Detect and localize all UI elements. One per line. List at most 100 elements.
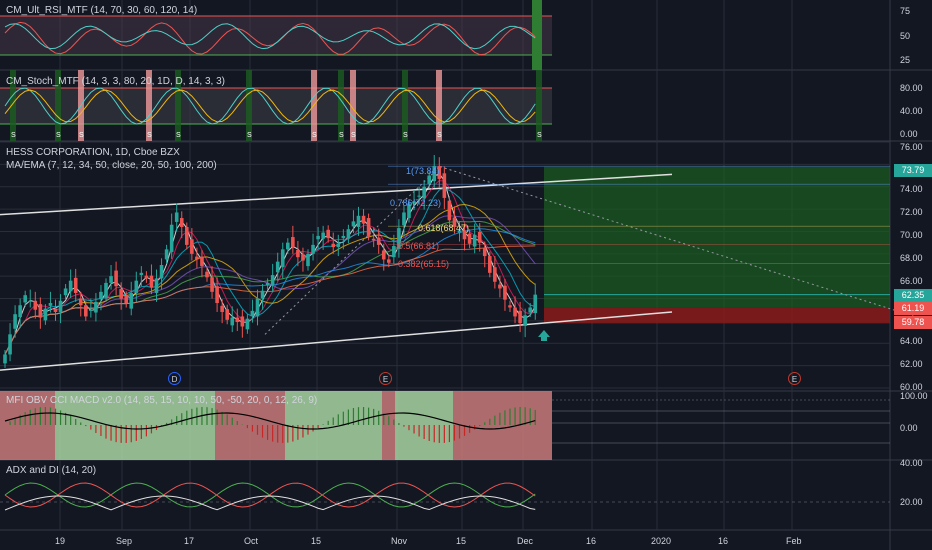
candle-body: [316, 235, 320, 240]
candle-body: [245, 318, 250, 330]
stoch-marker: S: [247, 132, 252, 139]
candle-body: [63, 288, 68, 296]
stoch-marker: S: [147, 132, 152, 139]
stoch-tick: 80.00: [900, 83, 923, 93]
candle-body: [280, 249, 285, 268]
candle-body: [78, 298, 83, 306]
candle-body: [412, 201, 416, 204]
mfi-zone: [285, 391, 382, 460]
rsi-tick: 50: [900, 31, 911, 41]
stoch-marker: S: [11, 132, 16, 139]
stoch-marker: S: [339, 132, 344, 139]
candle-body: [472, 234, 477, 247]
x-tick: 15: [311, 536, 322, 546]
mfi-tick: 0.00: [900, 423, 918, 433]
candle-body: [376, 237, 381, 245]
x-tick: 16: [718, 536, 729, 546]
moving-average-line: [4, 245, 536, 355]
stoch-marker: S: [79, 132, 84, 139]
candle-body: [240, 316, 245, 327]
candle-body: [154, 278, 159, 293]
stoch-signal-bar: [536, 70, 542, 141]
dividend-event-marker[interactable]: D: [168, 372, 181, 385]
candle-body: [89, 309, 93, 311]
candle-body: [457, 230, 462, 233]
candle-body: [235, 317, 240, 323]
candle-body: [488, 256, 492, 273]
earnings-event-marker[interactable]: E: [379, 372, 392, 385]
fib-label: 0.618(68.47): [418, 223, 470, 233]
candle-body: [114, 270, 118, 287]
stoch-marker: S: [437, 132, 442, 139]
adx-panel-title: ADX and DI (14, 20): [6, 465, 97, 476]
loss-zone: [544, 307, 890, 324]
earnings-event-marker[interactable]: E: [788, 372, 801, 385]
price-tick: 70.00: [900, 230, 923, 240]
candle-body: [508, 305, 512, 308]
x-tick: 15: [456, 536, 467, 546]
candle-body: [119, 289, 123, 299]
x-tick: Oct: [244, 536, 259, 546]
candle-body: [447, 200, 452, 221]
adx-tick: 20.00: [900, 497, 923, 507]
candle-body: [174, 212, 179, 222]
candle-body: [215, 286, 219, 304]
candle-body: [13, 314, 17, 329]
candle-body: [336, 243, 341, 248]
candle-body: [84, 305, 88, 317]
mfi-zone: [0, 391, 55, 460]
candle-body: [255, 298, 260, 317]
stoch-signal-bar: [338, 70, 344, 141]
candle-body: [124, 295, 128, 304]
x-tick: 17: [184, 536, 195, 546]
price-tick: 76.00: [900, 142, 923, 152]
candle-body: [68, 280, 73, 292]
stoch-marker: S: [176, 132, 181, 139]
mfi-panel-title: MFI OBV CCI MACD v2.0 (14, 85, 15, 10, 1…: [6, 395, 318, 406]
fib-label: 0.5(66.81): [398, 241, 440, 251]
price-tick: 64.00: [900, 336, 923, 346]
candle-body: [422, 186, 426, 199]
stoch-tick: 40.00: [900, 106, 923, 116]
x-tick: Nov: [391, 536, 408, 546]
candle-body: [43, 308, 48, 321]
candle-body: [296, 249, 300, 258]
x-tick: 16: [586, 536, 597, 546]
price-tick: 72.00: [900, 207, 923, 217]
stoch-marker: S: [56, 132, 61, 139]
candle-body: [417, 195, 421, 197]
moving-average-line: [4, 187, 536, 355]
candle-body: [99, 291, 103, 300]
stoch-marker: S: [312, 132, 317, 139]
candle-body: [397, 228, 401, 249]
candle-body: [109, 276, 113, 283]
candle-body: [503, 285, 507, 300]
stoch-signal-bar: [402, 70, 408, 141]
candle-body: [190, 239, 194, 254]
adx-tick: 40.00: [900, 458, 923, 468]
x-tick: 19: [55, 536, 66, 546]
candle-body: [306, 253, 310, 267]
candle-body: [139, 272, 144, 276]
x-tick: Dec: [517, 536, 534, 546]
candle-body: [392, 245, 396, 258]
candle-body: [467, 233, 472, 244]
candle-body: [48, 303, 53, 306]
stoch-panel-title: CM_Stoch_MTF (14, 3, 3, 80, 20, 1D, D, 1…: [6, 76, 225, 87]
price-badge-entry: 61.19: [894, 302, 932, 315]
x-tick: Feb: [786, 536, 802, 546]
stoch-signal-bar: [175, 70, 181, 141]
rsi-line: [4, 23, 536, 50]
candle-body: [341, 235, 346, 239]
candle-body: [205, 271, 209, 278]
candle-body: [265, 282, 270, 286]
candle-body: [523, 315, 527, 326]
candle-body: [8, 334, 12, 355]
candle-body: [225, 309, 229, 320]
candle-body: [356, 215, 361, 227]
candle-body: [230, 317, 235, 326]
candle-body: [129, 292, 134, 309]
candle-body: [195, 256, 199, 260]
candle-body: [331, 243, 336, 248]
